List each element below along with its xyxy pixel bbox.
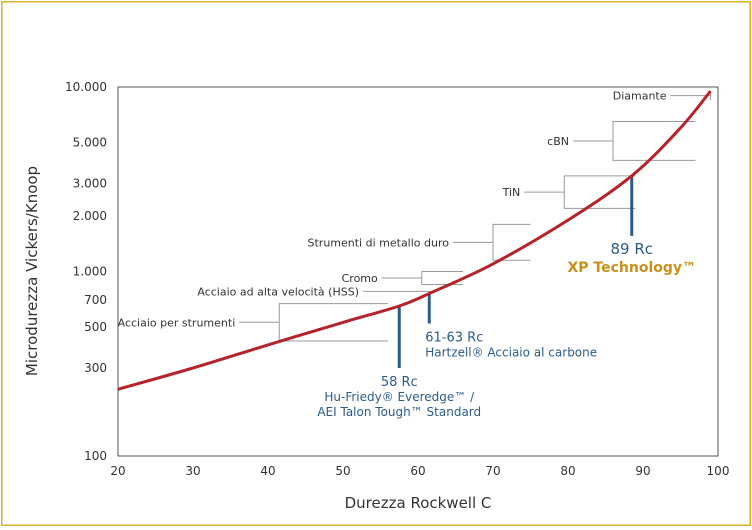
x-tick-label: 100 xyxy=(707,464,730,478)
range-label: Cromo xyxy=(342,272,378,285)
material-range: Acciaio ad alta velocità (HSS) xyxy=(197,285,433,298)
y-tick-label: 100 xyxy=(84,449,107,463)
x-axis-label: Durezza Rockwell C xyxy=(345,494,492,512)
marker-value-label: 61-63 Rc xyxy=(425,330,483,345)
x-tick-label: 60 xyxy=(410,464,425,478)
range-label: Strumenti di metallo duro xyxy=(308,236,450,249)
y-tick-label: 10.000 xyxy=(65,80,107,94)
marker-name-label: XP Technology™ xyxy=(567,260,696,276)
marker-value-label: 89 Rc xyxy=(610,240,653,258)
marker-name-label: Hartzell® Acciaio al carbone xyxy=(425,345,597,359)
y-tick-label: 5.000 xyxy=(73,136,107,150)
y-tick-label: 700 xyxy=(84,293,107,307)
x-tick-label: 70 xyxy=(485,464,500,478)
x-tick-label: 20 xyxy=(110,464,125,478)
material-range: Acciaio per strumenti xyxy=(118,303,388,342)
y-tick-label: 2.000 xyxy=(73,209,107,223)
marker-value-label: 58 Rc xyxy=(381,375,418,390)
range-label: Acciaio per strumenti xyxy=(118,316,236,329)
material-range: Diamante xyxy=(613,90,711,103)
plot-area xyxy=(117,86,719,457)
product-marker: 89 Rc XP Technology™ xyxy=(567,175,696,276)
range-label: cBN xyxy=(547,135,569,148)
range-label: Diamante xyxy=(613,90,667,103)
x-tick-label: 90 xyxy=(635,464,650,478)
range-label: TiN xyxy=(502,186,521,199)
y-tick-label: 500 xyxy=(84,320,107,334)
marker-name-label: Hu-Friedy® Everedge™ / xyxy=(324,390,475,404)
y-tick-label: 1.000 xyxy=(73,265,107,279)
material-range: cBN xyxy=(547,121,696,161)
x-tick-label: 80 xyxy=(560,464,575,478)
x-tick-label: 40 xyxy=(260,464,275,478)
material-range: Strumenti di metallo duro xyxy=(308,223,531,261)
hardness-curve xyxy=(117,90,712,391)
x-tick-label: 50 xyxy=(335,464,350,478)
material-range: Cromo xyxy=(342,271,463,286)
material-range: TiN xyxy=(502,175,636,209)
y-axis-label: Microdurezza Vickers/Knoop xyxy=(23,166,41,376)
x-tick-label: 30 xyxy=(185,464,200,478)
y-tick-label: 3.000 xyxy=(73,176,107,190)
y-tick-label: 300 xyxy=(84,361,107,375)
range-label: Acciaio ad alta velocità (HSS) xyxy=(197,285,359,298)
marker-name-label: AEI Talon Tough™ Standard xyxy=(317,405,481,419)
